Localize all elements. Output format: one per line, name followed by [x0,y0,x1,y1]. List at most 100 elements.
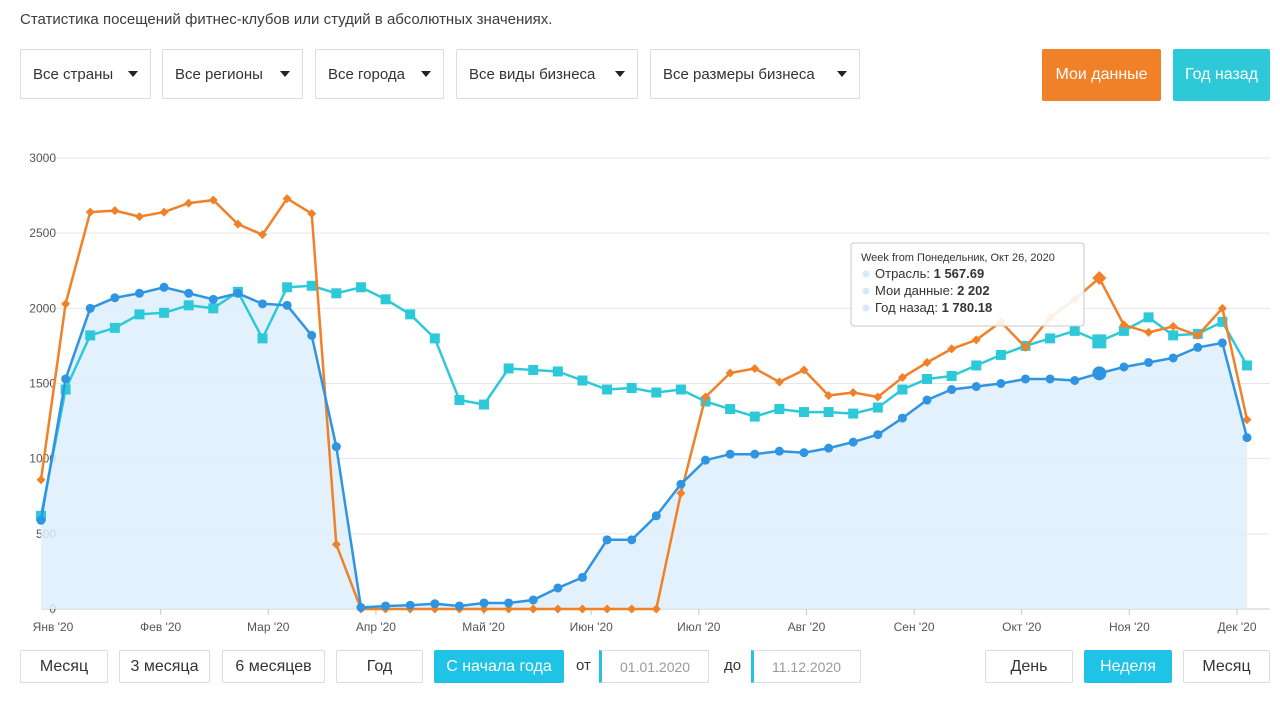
range-ytd-button[interactable]: С начала года [434,650,564,683]
my-data-point [553,604,563,614]
granularity-month-button[interactable]: Месяц [1183,650,1270,683]
my-data-point [750,363,760,373]
industry-area [41,287,1247,609]
business-type-filter-label: Все виды бизнеса [469,65,596,83]
year-ago-point [798,407,809,418]
industry-point [454,601,464,611]
my-data-point [627,604,637,614]
my-data-point [1242,415,1252,425]
industry-point [405,600,415,610]
year-ago-point [60,384,71,395]
year-ago-point [725,404,736,415]
my-data-point [331,539,341,549]
year-ago-point [651,387,662,398]
chevron-down-icon [128,71,138,77]
year-ago-point [1217,316,1228,327]
x-tick-label: Фев '20 [140,620,181,634]
tooltip-bullet [862,270,870,278]
granularity-week-button[interactable]: Неделя [1084,650,1172,683]
my-data-point [676,488,686,498]
industry-point [701,455,711,465]
industry-point [996,379,1006,388]
industry-point [233,288,243,298]
my-data-point [947,344,957,354]
date-from-input[interactable]: 01.01.2020 [599,650,709,683]
my-data-point [848,388,858,398]
my-data-point [307,209,317,219]
industry-point [85,303,95,313]
date-to-label: до [724,657,742,674]
tooltip-bullet [862,287,870,295]
industry-point [258,299,268,309]
business-type-filter-dropdown[interactable]: Все виды бизнеса [456,49,638,99]
my-data-point [799,365,809,375]
industry-point [479,598,489,608]
industry-point [1168,353,1178,363]
my-data-point [725,368,735,378]
range-6-months-button[interactable]: 6 месяцев [222,650,325,683]
range-3-months-button[interactable]: 3 месяца [119,650,210,683]
year-ago-button[interactable]: Год назад [1173,49,1270,101]
x-tick-label: Дек '20 [1217,620,1256,634]
my-data-point [774,377,784,387]
industry-point [110,293,120,303]
range-month-button[interactable]: Месяц [20,650,108,683]
x-tick-label: Июн '20 [570,620,614,634]
business-size-filter-label: Все размеры бизнеса [663,65,815,83]
industry-point [1217,338,1227,348]
industry-point [1045,374,1055,384]
business-size-filter-dropdown[interactable]: Все размеры бизнеса [650,49,860,99]
granularity-day-button[interactable]: День [985,650,1073,683]
industry-point [208,294,218,304]
year-ago-point [306,280,317,291]
year-ago-point [380,294,391,305]
year-ago-point [355,282,366,293]
tooltip-row: Год назад: 1 780.18 [875,300,992,315]
year-ago-point [85,330,96,341]
my-data-point [208,195,218,205]
region-filter-dropdown[interactable]: Все регионы [162,49,303,99]
industry-point [1070,375,1080,385]
year-ago-point [897,384,908,395]
year-ago-point [577,375,588,386]
industry-point [36,515,46,525]
year-ago-point [1045,333,1056,344]
x-tick-label: Май '20 [462,620,505,634]
country-filter-label: Все страны [33,65,114,83]
date-to-input[interactable]: 11.12.2020 [751,650,861,683]
my-data-point [971,335,981,345]
x-tick-label: Апр '20 [356,620,396,634]
industry-point [381,601,391,611]
year-ago-point [282,282,293,293]
year-ago-point [479,399,490,410]
year-ago-point [454,395,465,406]
chevron-down-icon [837,71,847,77]
industry-point [184,288,194,298]
city-filter-dropdown[interactable]: Все города [315,49,444,99]
industry-point [504,598,514,608]
industry-point [922,395,932,405]
my-data-point [922,357,932,367]
my-data-point [897,372,907,382]
year-ago-point [1168,330,1179,341]
my-data-button[interactable]: Мои данные [1042,49,1161,101]
industry-point [750,449,760,459]
industry-point [1242,433,1252,443]
range-year-button[interactable]: Год [336,650,423,683]
chevron-down-icon [280,71,290,77]
my-data-point [1193,330,1203,340]
year-ago-point [823,407,834,418]
year-ago-point [848,408,859,419]
my-data-point [651,604,661,614]
industry-point [651,511,661,521]
industry-point [873,430,883,440]
industry-point [848,437,858,447]
industry-point [602,535,612,545]
country-filter-dropdown[interactable]: Все страны [20,49,151,99]
industry-point [971,382,981,392]
year-ago-point [1143,312,1154,323]
my-data-point [1168,321,1178,331]
year-ago-point [405,309,416,320]
year-ago-point [134,309,145,320]
my-data-point [1119,320,1129,330]
